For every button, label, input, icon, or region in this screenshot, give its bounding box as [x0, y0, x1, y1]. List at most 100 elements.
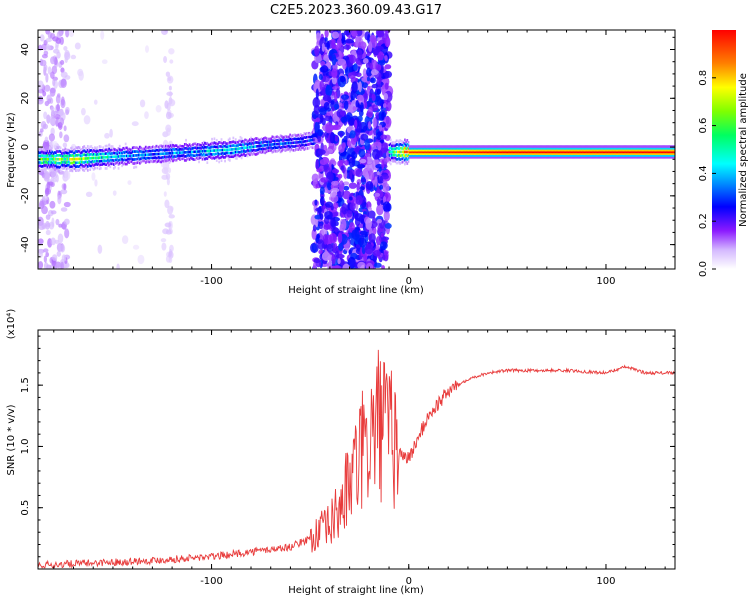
spectral-ridge-cell	[441, 147, 444, 150]
spectral-ridge-cell	[112, 159, 115, 162]
spectral-ridge-cell	[63, 160, 66, 164]
spectral-ridge-cell	[609, 145, 612, 148]
spectral-ridge-cell	[408, 147, 411, 150]
spectral-ridge-cell	[566, 156, 568, 159]
spectral-ridge-cell	[88, 157, 90, 160]
spectral-ridge-cell	[505, 148, 508, 152]
colorbar: 0.00.20.40.60.8 Normalized spectral ampl…	[698, 30, 749, 277]
spectral-ridge-cell	[641, 150, 644, 154]
snr-x-axis: -100 0 100	[53, 330, 666, 587]
spectral-speckle	[38, 250, 43, 258]
spectral-ridge-cell	[467, 147, 470, 150]
spectral-ridge-cell	[392, 153, 394, 157]
spectral-speckle	[55, 94, 61, 104]
spectral-ridge-cell	[430, 145, 432, 148]
spectral-speckle	[164, 30, 168, 33]
spectral-ridge-cell	[627, 147, 630, 150]
spectral-ridge-cell	[408, 152, 411, 156]
spectral-ridge-cell	[459, 156, 462, 159]
spectral-ridge-cell	[422, 154, 425, 157]
spectral-ridge-cell	[107, 150, 109, 153]
spectral-ridge-cell	[586, 145, 589, 148]
spectral-ridge-cell	[283, 135, 286, 139]
spectral-ridge-cell	[193, 150, 196, 154]
spectral-ridge-cell	[228, 159, 231, 162]
spectral-ridge-cell	[209, 152, 212, 156]
spectral-ridge-cell	[99, 166, 102, 170]
spectral-noise-blob	[349, 196, 353, 201]
spectral-noise-blob	[367, 121, 372, 130]
spectral-ridge-cell	[651, 150, 654, 154]
spectral-speckle	[137, 254, 145, 265]
spectral-ridge-cell	[605, 150, 607, 154]
spectral-ridge-cell	[640, 148, 643, 152]
spectral-ridge-cell	[49, 154, 51, 157]
spectral-ridge-cell	[412, 154, 415, 157]
spectral-ridge-cell	[301, 140, 303, 144]
spectral-ridge-cell	[421, 152, 424, 156]
spectral-ridge-cell	[567, 147, 570, 150]
spectral-ridge-cell	[514, 156, 516, 159]
spectral-ridge-cell	[135, 150, 138, 153]
spectral-ridge-cell	[127, 160, 129, 164]
spectral-ridge-cell	[51, 150, 54, 154]
spectral-ridge-cell	[392, 141, 394, 144]
spectral-ridge-cell	[637, 147, 639, 150]
spectral-ridge-cell	[138, 149, 141, 153]
spectral-ridge-cell	[499, 145, 502, 148]
spectral-ridge-cell	[176, 145, 179, 149]
spectral-ridge-cell	[299, 140, 302, 144]
spectral-ridge-cell	[543, 156, 546, 159]
spectral-ridge-cell	[418, 152, 421, 156]
spectral-ridge-cell	[129, 151, 132, 155]
spectral-noise-blob	[384, 55, 388, 62]
spectral-ridge-cell	[519, 154, 522, 157]
spectral-ridge-cell	[137, 147, 140, 151]
spectral-ridge-cell	[308, 135, 310, 139]
spectral-ridge-cell	[290, 144, 293, 148]
spectral-ridge-cell	[389, 154, 392, 158]
spectral-ridge-cell	[225, 145, 228, 149]
spectral-ridge-cell	[277, 139, 280, 142]
spectral-noise-blob	[361, 82, 368, 89]
spectral-ridge-cell	[394, 157, 397, 160]
spectral-ridge-cell	[230, 141, 232, 144]
spectral-noise-blob	[314, 214, 322, 220]
spectral-ridge-cell	[391, 156, 393, 160]
spectral-ridge-cell	[590, 152, 593, 156]
spectral-ridge-cell	[175, 158, 178, 162]
spectral-ridge-cell	[64, 161, 67, 164]
spectral-ridge-cell	[122, 158, 125, 162]
spectral-ridge-cell	[471, 152, 474, 156]
spectral-ridge-cell	[448, 156, 451, 159]
spectral-ridge-cell	[433, 152, 436, 156]
spectral-ridge-cell	[647, 156, 650, 159]
spectral-ridge-cell	[650, 156, 652, 159]
spectral-ridge-cell	[399, 162, 402, 165]
spectral-speckle	[94, 179, 98, 187]
spectral-ridge-cell	[619, 148, 622, 152]
spectral-ridge-cell	[456, 147, 458, 150]
spectral-ridge-cell	[601, 145, 604, 148]
spectral-ridge-cell	[402, 141, 405, 145]
spectral-ridge-cell	[60, 160, 63, 164]
x-tick-label: -100	[200, 576, 223, 587]
spectral-ridge-cell	[615, 154, 618, 157]
spectral-ridge-cell	[541, 152, 544, 156]
spectral-ridge-cell	[259, 138, 262, 141]
spectral-ridge-cell	[592, 150, 594, 154]
spectral-ridge-cell	[269, 146, 271, 149]
spectral-ridge-cell	[461, 150, 464, 154]
spectral-ridge-cell	[531, 148, 534, 152]
spectral-ridge-cell	[639, 154, 642, 157]
spectral-ridge-cell	[498, 150, 501, 154]
spectral-ridge-cell	[549, 147, 552, 150]
spectral-ridge-cell	[580, 154, 583, 157]
spectral-ridge-cell	[477, 145, 480, 148]
spectral-speckle	[60, 78, 67, 89]
spectral-ridge-cell	[470, 148, 473, 152]
spectral-ridge-cell	[405, 140, 408, 144]
spectral-ridge-cell	[488, 150, 490, 154]
spectral-ridge-cell	[409, 145, 412, 148]
